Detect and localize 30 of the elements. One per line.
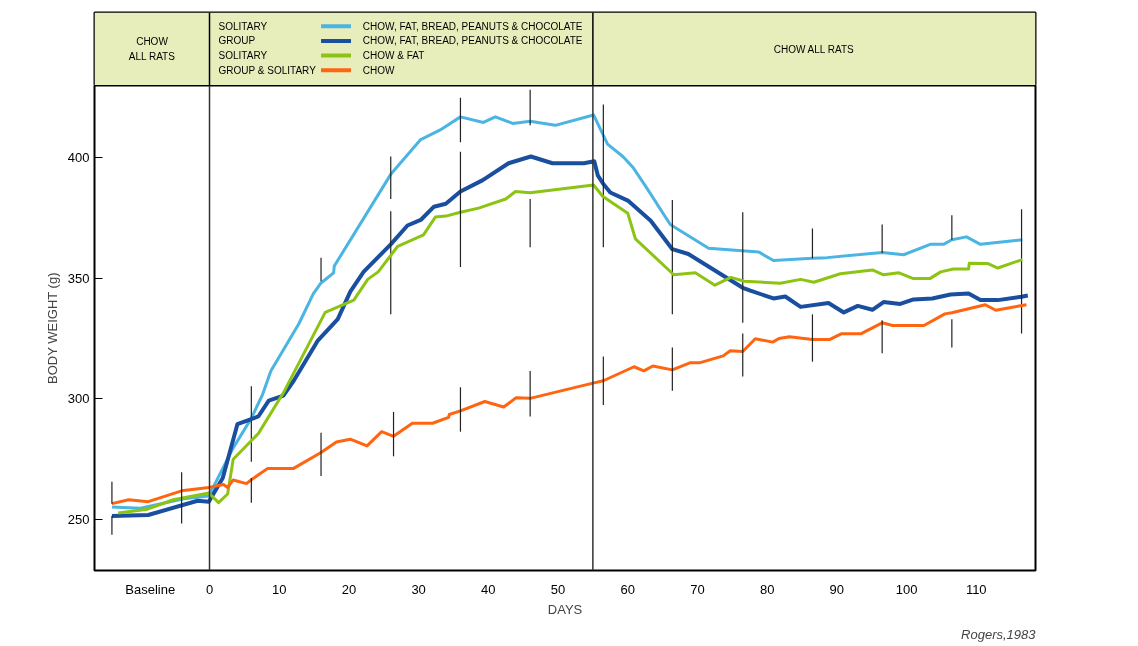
text: SOLITARY — [218, 50, 268, 62]
x-axis-title: DAYS — [547, 601, 583, 617]
y-tick-label: 400 — [67, 149, 90, 165]
x-tick-label: Baseline — [125, 581, 176, 597]
text: Rogers,1983 — [961, 626, 1037, 642]
y-axis-title: BODY WEIGHT (g) — [44, 272, 60, 384]
y-tick-label: 250 — [67, 512, 90, 528]
legend-label: CHOW — [362, 64, 396, 76]
legend-label: CHOW & FAT — [362, 50, 425, 62]
text: CHOW ALL RATS — [128, 36, 176, 62]
text: GROUP — [218, 35, 256, 47]
x-tick-label: 40 — [481, 581, 496, 597]
x-tick-label: 90 — [829, 581, 845, 597]
x-tick-label: 10 — [271, 581, 287, 597]
y-tick-label: 300 — [67, 391, 90, 407]
y-tick-label: 350 — [67, 270, 90, 286]
legend-label: CHOW, FAT, BREAD, PEANUTS & CHOCOLATE — [362, 20, 583, 32]
legend-label: CHOW, FAT, BREAD, PEANUTS & CHOCOLATE — [362, 35, 583, 47]
x-tick-label: 60 — [620, 581, 635, 597]
x-tick-label: 30 — [411, 581, 426, 597]
text: SOLITARY — [218, 20, 268, 32]
text: GROUP & SOLITARY — [218, 64, 317, 76]
x-tick-label: 50 — [550, 581, 566, 597]
x-tick-label: 110 — [965, 581, 987, 597]
x-tick-label: 100 — [895, 581, 918, 597]
x-tick-label: 0 — [205, 581, 214, 597]
x-tick-label: 20 — [341, 581, 357, 597]
x-tick-label: 80 — [759, 581, 775, 597]
x-tick-label: 70 — [690, 581, 705, 597]
text: CHOW ALL RATS — [773, 43, 855, 55]
